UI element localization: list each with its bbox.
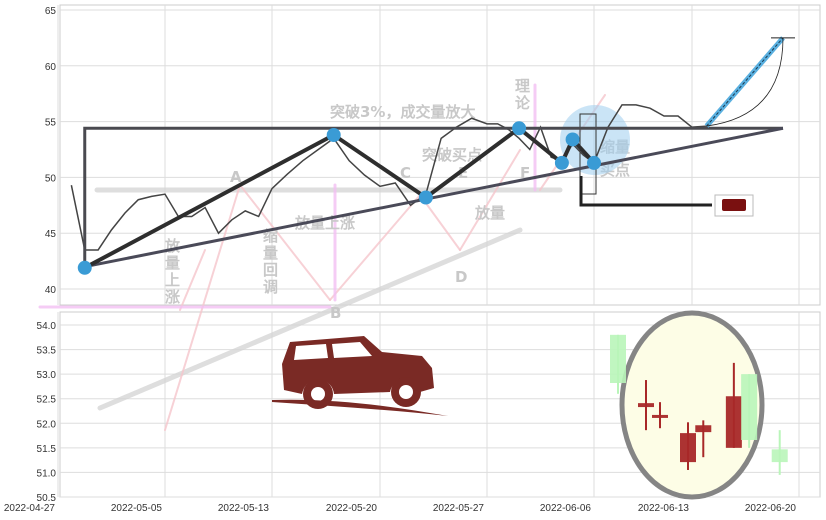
watermark-label: E — [458, 164, 468, 182]
x-tick-label: 2022-05-20 — [326, 503, 378, 514]
kline-y-tick: 52.0 — [37, 419, 57, 430]
kline-panel — [272, 310, 788, 500]
pivot-point — [587, 155, 601, 170]
pivot-point — [326, 127, 341, 142]
watermark-label: 缩量回调 — [261, 227, 279, 296]
price-y-tick: 45 — [45, 229, 57, 240]
watermark-label: D — [455, 268, 467, 286]
candle-body — [652, 414, 668, 418]
support-line — [84, 126, 784, 269]
highlight-circle — [560, 105, 630, 175]
watermark-arrow — [179, 249, 206, 311]
x-tick-label: 2022-05-13 — [218, 503, 270, 514]
grid — [57, 4, 821, 498]
pivot-point — [418, 190, 433, 205]
candle-body — [695, 425, 712, 433]
price-y-tick: 50 — [45, 173, 57, 184]
jeep-logo — [272, 336, 448, 416]
price-panel — [70, 36, 795, 275]
pivot-point — [554, 155, 569, 170]
stamp-icon — [722, 199, 746, 211]
kline-y-tick: 50.5 — [37, 493, 57, 504]
watermark-label: C — [400, 164, 411, 182]
price-y-tick: 60 — [45, 62, 57, 73]
candle-body — [610, 334, 626, 383]
kline-y-tick: 53.5 — [37, 346, 57, 357]
x-tick-label: 2022-05-05 — [111, 503, 163, 514]
pivot-point — [512, 121, 527, 136]
x-tick-label: 2022-04-27 — [4, 503, 56, 514]
watermark-label: 理论 — [513, 78, 531, 112]
watermark-label: 放量上涨 — [163, 237, 181, 306]
focus-box — [579, 113, 597, 195]
candle-body — [741, 374, 758, 440]
candle-body — [680, 433, 696, 463]
kline-y-tick: 52.5 — [37, 395, 57, 406]
price-panel-frame — [59, 4, 821, 306]
price-y-tick: 65 — [45, 6, 57, 17]
watermark-label: 放量 — [474, 204, 505, 222]
watermark-arrow — [459, 149, 521, 251]
watermark-label: B — [330, 304, 341, 322]
pivot-point — [565, 132, 580, 147]
x-tick-label: 2022-06-13 — [638, 503, 690, 514]
price-y-tick: 55 — [45, 118, 57, 129]
watermark-label: 突破3%，成交量放大 — [330, 103, 475, 121]
watermark-arrow — [239, 184, 331, 301]
x-tick-label: 2022-05-27 — [433, 503, 485, 514]
watermark-layer: 突破3%，成交量放大突破买点放量上涨缩量回调放量上涨理论缩量放量买点ABCDEF — [38, 78, 630, 431]
target-arc — [706, 37, 784, 127]
kline-y-tick: 51.0 — [37, 468, 57, 479]
x-tick-label: 2022-06-20 — [745, 503, 797, 514]
pivot-point — [77, 260, 92, 275]
kline-y-tick: 53.0 — [37, 370, 57, 381]
watermark-label: A — [230, 168, 242, 186]
watermark-label: 放量上涨 — [294, 214, 355, 232]
watermark-label: F — [520, 164, 530, 182]
watermark-arrow — [329, 194, 421, 301]
watermark-label: 突破买点 — [422, 146, 482, 164]
target-dash — [706, 37, 784, 127]
price-y-tick: 40 — [45, 285, 57, 296]
candle-body — [725, 396, 742, 448]
watermark-arrow — [97, 227, 523, 411]
candle-body — [771, 449, 788, 463]
candle-body — [638, 403, 654, 408]
resistance-line — [83, 126, 783, 268]
highlight-ellipse — [619, 310, 765, 500]
pointer-line — [579, 176, 712, 207]
x-tick-label: 2022-06-06 — [540, 503, 592, 514]
kline-y-tick: 51.5 — [37, 444, 57, 455]
tick-labels: 40 45 50 55 60 65 50.5 51.0 51.5 52.0 52.5 53.0 53.5… — [4, 6, 797, 514]
kline-y-tick: 54.0 — [37, 321, 57, 332]
